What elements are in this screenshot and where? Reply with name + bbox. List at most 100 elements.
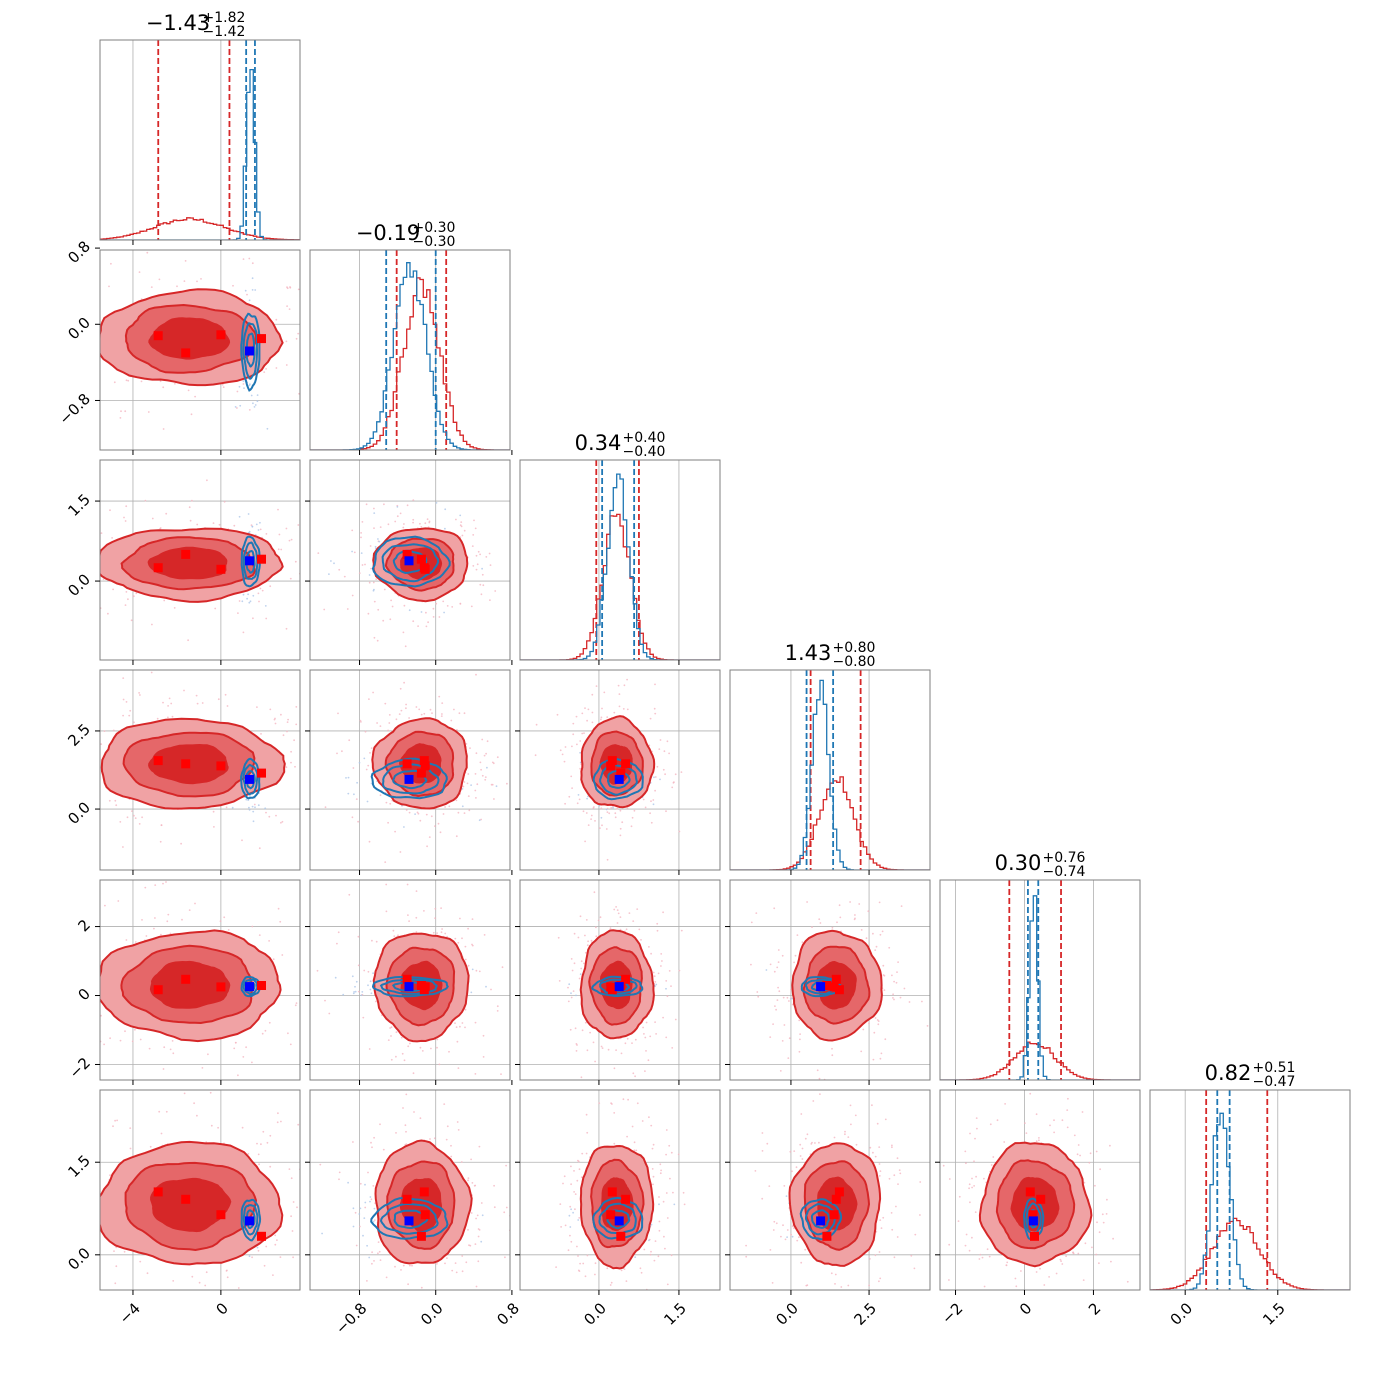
- sample-point-red: [89, 1004, 91, 1006]
- sample-point-red: [652, 799, 655, 801]
- sample-point-red: [171, 715, 174, 718]
- sample-point-red: [798, 1050, 801, 1053]
- sample-point-red: [634, 1075, 636, 1078]
- sample-point-red: [610, 1281, 613, 1284]
- sample-point-blue: [254, 404, 257, 406]
- sample-point-red: [620, 1052, 623, 1055]
- sample-point-red: [587, 708, 590, 711]
- sample-point-red: [187, 639, 190, 642]
- sample-point-red: [471, 1182, 474, 1184]
- sample-point-red: [619, 827, 622, 830]
- sample-point-red: [280, 1120, 282, 1123]
- sample-point-red: [658, 1229, 661, 1232]
- sample-point-red: [409, 1295, 411, 1297]
- sample-point-blue: [577, 1219, 580, 1221]
- sample-point-red: [132, 595, 135, 598]
- sample-point-blue: [247, 799, 250, 801]
- marker-red: [216, 564, 226, 574]
- sample-point-red: [467, 1177, 470, 1179]
- sample-point-red: [266, 1141, 269, 1144]
- sample-point-blue: [244, 289, 247, 292]
- sample-point-red: [745, 1255, 748, 1258]
- param-title-plus-2: +0.30: [413, 220, 456, 236]
- sample-point-red: [668, 970, 671, 972]
- sample-point-red: [379, 526, 382, 528]
- sample-point-red: [201, 1067, 204, 1069]
- sample-point-red: [307, 308, 309, 310]
- sample-point-red: [56, 1018, 58, 1020]
- sample-point-red: [578, 798, 581, 801]
- marker-red: [616, 1231, 626, 1241]
- sample-point-red: [369, 752, 371, 754]
- sample-point-red: [404, 645, 407, 648]
- param-title-minus-3: −0.40: [623, 444, 666, 460]
- sample-point-red: [297, 332, 300, 335]
- marker-red: [616, 768, 626, 778]
- sample-point-red: [475, 673, 477, 676]
- sample-point-red: [398, 713, 401, 715]
- sample-point-red: [370, 1198, 373, 1201]
- sample-point-red: [494, 590, 497, 592]
- sample-point-red: [257, 1249, 260, 1252]
- sample-point-red: [375, 940, 378, 943]
- sample-point-blue: [364, 1201, 367, 1204]
- panel-frame: [99, 1089, 301, 1291]
- sample-point-red: [70, 719, 72, 721]
- sample-point-red: [395, 718, 398, 721]
- marker-red: [181, 348, 191, 358]
- sample-point-red: [213, 826, 215, 828]
- sample-point-red: [272, 1274, 274, 1276]
- sample-point-red: [888, 946, 891, 949]
- sample-point-red: [477, 1260, 480, 1263]
- panel-frame: [99, 669, 301, 871]
- sample-point-red: [442, 1343, 444, 1345]
- marker-blue: [614, 982, 624, 992]
- sample-point-red: [200, 278, 202, 280]
- sample-point-red: [385, 910, 388, 913]
- sample-point-blue: [587, 795, 589, 798]
- sample-point-red: [600, 716, 603, 719]
- sample-point-blue: [481, 1214, 484, 1217]
- sample-point-red: [429, 708, 432, 711]
- sample-point-red: [259, 587, 262, 590]
- sample-point-blue: [634, 1256, 637, 1258]
- sample-point-red: [343, 575, 346, 578]
- sample-point-red: [425, 813, 428, 816]
- sample-point-red: [274, 722, 277, 725]
- sample-point-blue: [372, 1220, 375, 1223]
- marker-red: [153, 985, 163, 995]
- sample-point-red: [39, 582, 41, 584]
- sample-point-blue: [586, 797, 588, 800]
- sample-point-red: [67, 750, 69, 752]
- sample-point-red: [781, 1040, 784, 1042]
- sample-point-red: [442, 813, 445, 815]
- sample-point-red: [436, 1038, 439, 1041]
- sample-point-red: [250, 524, 253, 527]
- sample-point-red: [277, 907, 280, 910]
- sample-point-red: [248, 409, 251, 411]
- histogram-blue: [520, 473, 720, 660]
- sample-point-red: [408, 811, 411, 814]
- sample-point-red: [168, 697, 171, 700]
- sample-point-red: [407, 914, 409, 916]
- sample-point-red: [504, 1256, 506, 1259]
- param-title-plus-4: +0.80: [833, 640, 876, 656]
- sample-point-red: [636, 1102, 639, 1105]
- sample-point-red: [357, 990, 360, 993]
- sample-point-red: [454, 937, 457, 940]
- sample-point-red: [464, 945, 467, 948]
- sample-point-red: [379, 1123, 381, 1126]
- sample-point-red: [76, 1038, 78, 1040]
- sample-point-red: [219, 920, 222, 923]
- sample-point-red: [435, 602, 438, 605]
- sample-point-red: [574, 1193, 577, 1195]
- sample-point-red: [93, 583, 95, 585]
- sample-point-red: [882, 974, 885, 976]
- sample-point-red: [665, 980, 668, 982]
- sample-point-red: [465, 743, 468, 745]
- sample-point-red: [400, 1036, 403, 1039]
- sample-point-blue: [248, 809, 251, 811]
- sample-point-blue: [352, 1207, 355, 1210]
- sample-point-red: [603, 691, 606, 694]
- sample-point-red: [614, 812, 617, 815]
